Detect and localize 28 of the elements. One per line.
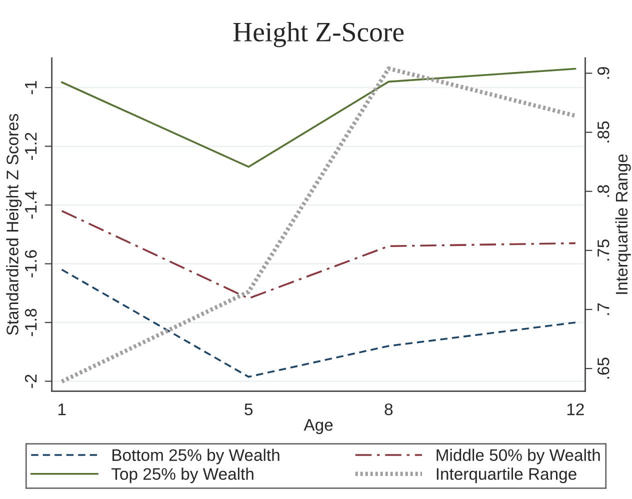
x-axis-title: Age: [304, 419, 333, 434]
y2-axis-title: Interquartile Range: [615, 154, 631, 294]
y2-tick-label: .9: [597, 67, 610, 79]
x-tick-label: 12: [567, 403, 584, 416]
line-series: [60, 210, 576, 300]
y-tick-label: -1: [25, 80, 37, 94]
line-series: [60, 66, 578, 384]
line-series: [60, 268, 576, 378]
legend-label: Bottom 25% by Wealth: [112, 448, 280, 464]
y-tick-label: -1.4: [25, 191, 37, 219]
y-tick-label: -1.2: [24, 132, 37, 160]
y2-tick-label: .85: [597, 121, 610, 142]
y2-tick-label: .65: [597, 358, 610, 379]
y-tick-label: -1.6: [24, 250, 37, 278]
legend-label: Top 25% by Wealth: [112, 468, 254, 484]
y-axis-title: Standardized Height Z Scores: [6, 114, 22, 335]
chart-title: Height Z-Score: [233, 22, 404, 48]
x-tick-label: 1: [58, 404, 66, 416]
y-tick-label: -1.8: [24, 308, 37, 336]
x-tick-label: 8: [384, 403, 393, 416]
legend-label: Interquartile Range: [436, 468, 576, 484]
y2-tick-label: .75: [598, 240, 610, 260]
x-tick-label: 5: [244, 404, 253, 416]
y2-tick-label: .7: [598, 303, 610, 315]
y2-tick-label: .8: [597, 185, 610, 197]
y-tick-label: -2: [24, 374, 37, 388]
legend-label: Middle 50% by Wealth: [436, 448, 600, 464]
line-series: [60, 68, 576, 168]
